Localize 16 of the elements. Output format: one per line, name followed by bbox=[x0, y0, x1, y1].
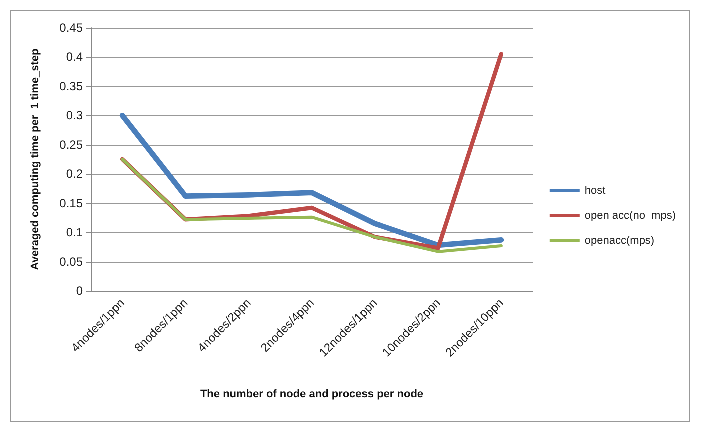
x-axis-title: The number of node and process per node bbox=[200, 388, 424, 400]
y-tick-label: 0.35 bbox=[60, 79, 84, 94]
y-tick-label: 0.2 bbox=[66, 167, 84, 182]
y-tick-label: 0.4 bbox=[66, 50, 84, 64]
y-tick-label: 0.25 bbox=[60, 138, 84, 152]
legend-label: host bbox=[584, 185, 606, 197]
y-tick-label: 0.45 bbox=[60, 21, 84, 35]
y-tick-label: 0.15 bbox=[60, 196, 84, 210]
legend-label: open acc(no mps) bbox=[584, 210, 676, 222]
legend-label: openacc(mps) bbox=[584, 235, 655, 247]
y-tick-label: 0.3 bbox=[66, 108, 84, 123]
line-series bbox=[121, 158, 503, 254]
y-tick-label: 0.05 bbox=[60, 254, 84, 269]
y-tick-label: 0.1 bbox=[66, 226, 84, 240]
y-tick-label: 0 bbox=[76, 284, 84, 298]
y-axis-title: Averaged computing time per 1 time_step bbox=[30, 48, 42, 270]
